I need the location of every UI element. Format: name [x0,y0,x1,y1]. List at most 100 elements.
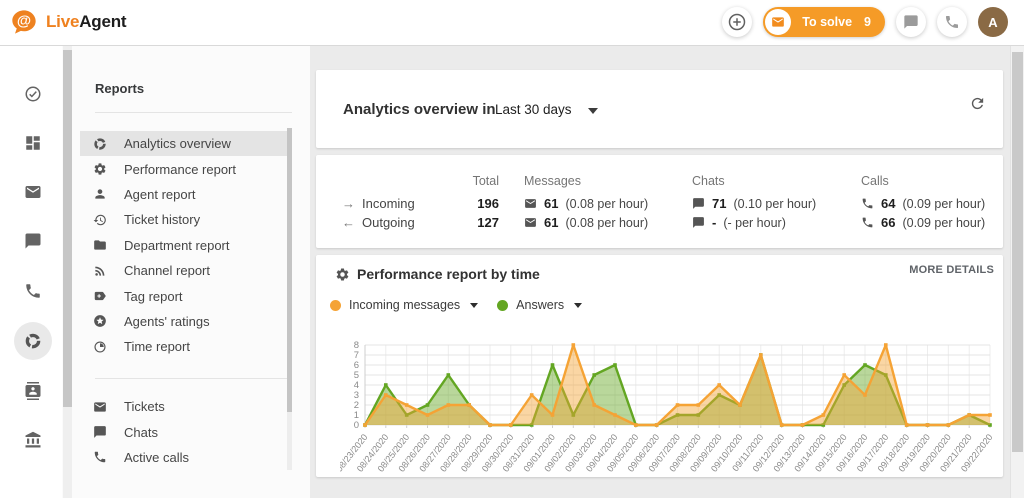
rail-item-calls[interactable] [14,272,52,310]
logo-bubble-icon: @ [12,10,36,34]
to-solve-count: 9 [864,15,871,29]
avatar[interactable]: A [978,7,1008,37]
performance-report-card: Performance report by time MORE DETAILS … [316,255,1003,477]
mail-icon [525,218,536,227]
star-circle-icon [94,315,106,328]
donut-icon [94,138,106,150]
phone-icon [862,198,873,209]
refresh-button[interactable] [969,95,986,112]
rail-item-resolve[interactable] [14,75,52,113]
plus-circle-icon [729,13,746,31]
gear-icon [336,268,349,281]
add-button[interactable] [722,7,753,37]
row-label: Incoming [362,196,415,211]
col-calls: Calls [861,174,889,188]
svg-text:7: 7 [354,350,359,361]
svg-text:8: 8 [354,340,359,351]
sidebar-item-label: Department report [124,237,230,253]
total-value: 127 [477,215,499,230]
rail-item-tickets[interactable] [14,173,52,211]
sidebar-item-chats[interactable]: Chats [80,419,292,444]
mail-icon [525,199,536,208]
sidebar-item-label: Agent report [124,186,196,202]
rail-item-company[interactable] [14,421,52,459]
sidebar-item-channel-report[interactable]: Channel report [80,258,292,283]
sidebar-item-active-calls[interactable]: Active calls [80,445,292,470]
chevron-down-icon[interactable] [588,108,598,114]
reports-menu: Analytics overview Performance report Agen… [80,131,292,360]
area-chart: 01234567808/23/202008/24/202008/25/20200… [334,340,995,474]
sidebar-item-performance-report[interactable]: Performance report [80,156,292,181]
analytics-overview-card: Analytics overview in Last 30 days [316,70,1003,148]
calls-quick-button[interactable] [937,7,967,37]
page-title: Analytics overview in [343,101,496,118]
rss-icon [95,266,105,276]
direction-arrow-icon: ← [342,215,355,230]
legend-dropdown-answers[interactable] [574,302,583,308]
menu-scrollbar-thumb[interactable] [287,128,292,412]
check-circle-icon [25,86,41,102]
date-range-select[interactable]: Last 30 days [495,102,572,117]
svg-text:6: 6 [354,360,359,371]
sidebar-item-label: Time report [124,339,190,355]
rail-item-chats[interactable] [14,222,52,260]
sidebar-item-time-report[interactable]: Time report [80,334,292,359]
svg-text:1: 1 [354,410,359,421]
chats-quick-button[interactable] [896,7,926,37]
sidebar-item-department-report[interactable]: Department report [80,233,292,258]
top-bar: @ LiveAgent To solve 9 A [0,0,1024,46]
mail-icon [25,186,41,198]
sidebar-item-agents-ratings[interactable]: Agents' ratings [80,309,292,334]
sidebar-item-tickets[interactable]: Tickets [80,394,292,419]
sidebar-item-agent-report[interactable]: Agent report [80,182,292,207]
sidebar-item-label: Chats [124,424,158,440]
chat-icon [693,198,704,209]
col-chats: Chats [692,174,725,188]
direction-arrow-icon: → [342,196,355,211]
chat-icon [25,233,41,249]
rail-item-contacts[interactable] [14,372,52,410]
sidebar-title: Reports [95,81,145,96]
svg-text:5: 5 [354,370,359,381]
svg-text:4: 4 [354,380,359,391]
phone-icon [946,16,958,28]
sidebar-item-ticket-history[interactable]: Ticket history [80,207,292,232]
legend-dot-incoming-messages [330,299,341,311]
page-scrollbar-thumb[interactable] [1012,52,1023,452]
time-icon [94,341,106,353]
sidebar-item-tag-report[interactable]: Tag report [80,283,292,308]
stats-header-row: Total Messages Chats Calls [342,168,987,194]
mail-icon [772,17,785,27]
refresh-icon [971,97,984,110]
rail-item-reports[interactable] [14,322,52,360]
stats-row-incoming: → Incoming 196 61 (0.08 per hour) 71 (0.10 per… [342,194,987,213]
row-label: Outgoing [362,215,415,230]
divider [95,378,292,379]
legend-dropdown-incoming[interactable] [470,302,479,308]
dashboard-icon [26,136,40,150]
svg-text:3: 3 [354,390,359,401]
folder-icon [94,240,106,250]
chart-title: Performance report by time [357,266,540,282]
rail-item-dashboard[interactable] [14,124,52,162]
more-details-link[interactable]: MORE DETAILS [909,264,994,276]
to-solve-mail-icon [765,9,792,35]
sidebar-item-label: Analytics overview [124,136,231,152]
person-icon [95,189,105,200]
sidebar-item-label: Tag report [124,288,183,304]
chart-legend: Incoming messages Answers [330,298,601,312]
to-solve-button[interactable]: To solve 9 [763,7,885,37]
logo-text: LiveAgent [46,12,127,31]
chats-cell: 71 (0.10 per hour) [692,196,861,211]
rail-scrollbar-thumb[interactable] [63,50,72,407]
svg-text:@: @ [17,14,31,30]
sidebar-item-analytics-overview[interactable]: Analytics overview [80,131,292,157]
phone-icon [94,452,106,463]
chats-cell: - (- per hour) [692,215,861,230]
legend-dot-answers [497,299,509,311]
sidebar-item-label: Tickets [124,399,165,415]
tag-icon [94,291,106,301]
top-bar-actions: To solve 9 A [722,7,1008,37]
liveagent-logo[interactable]: @ LiveAgent [10,8,127,36]
